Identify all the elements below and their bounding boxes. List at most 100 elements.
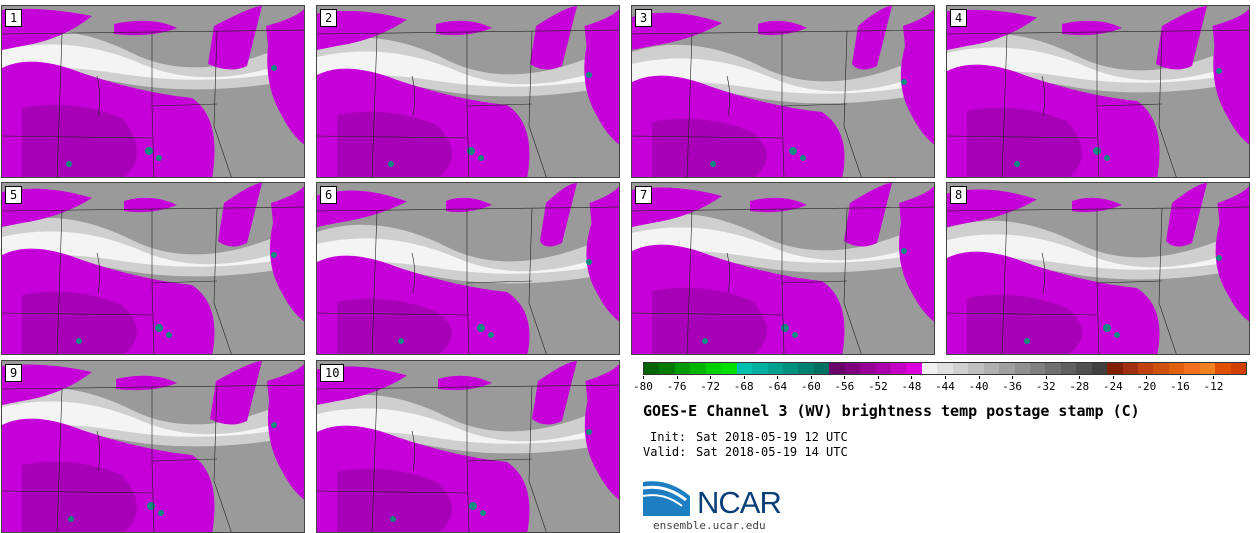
- colorbar-tick-label: -48: [901, 380, 922, 393]
- colorbar-bin: [782, 363, 799, 374]
- colorbar-bin: [999, 363, 1015, 374]
- colorbar-bin: [891, 363, 907, 374]
- colorbar-tick-mark: [1045, 376, 1047, 379]
- colorbar-tick-mark: [978, 376, 980, 379]
- colorbar-bin: [875, 363, 891, 374]
- colorbar-tick-mark: [1179, 376, 1181, 379]
- colorbar-tick-label: -36: [1002, 380, 1023, 393]
- colorbar-bin: [1199, 363, 1216, 374]
- colorbar-tick-label: -80: [633, 380, 653, 393]
- wv-brightness-temp-map: [632, 6, 934, 177]
- ensemble-member-panel: 3: [631, 5, 935, 178]
- ensemble-member-panel: 5: [1, 182, 305, 355]
- wv-brightness-temp-map: [317, 361, 619, 532]
- ensemble-member-panel: 1: [1, 5, 305, 178]
- colorbar-bin: [1076, 363, 1092, 374]
- init-label: Init:: [650, 430, 687, 444]
- colorbar-tick-label: -16: [1169, 380, 1190, 393]
- member-number-label: 9: [5, 364, 23, 382]
- colorbar-tick-label: -20: [1136, 380, 1157, 393]
- colorbar-bin: [1045, 363, 1061, 374]
- colorbar-bin: [1122, 363, 1138, 374]
- wv-brightness-temp-map: [947, 6, 1249, 177]
- colorbar-tick-label: -32: [1035, 380, 1056, 393]
- colorbar-bin: [1153, 363, 1169, 374]
- colorbar-tick-mark: [877, 376, 879, 379]
- colorbar-bin: [1107, 363, 1123, 374]
- member-number-label: 1: [5, 9, 23, 27]
- colorbar-bin: [721, 363, 737, 374]
- colorbar-tick-label: -52: [867, 380, 888, 393]
- colorbar-tick-mark: [777, 376, 779, 379]
- colorbar-bin: [906, 363, 922, 374]
- colorbar-bin: [860, 363, 876, 374]
- colorbar-bin: [798, 363, 814, 374]
- colorbar-tick-mark: [1079, 376, 1081, 379]
- colorbar-tick-mark: [1012, 376, 1014, 379]
- colorbar-tick-label: -76: [666, 380, 687, 393]
- valid-time: Sat 2018-05-19 14 UTC: [696, 445, 848, 459]
- colorbar-bin: [644, 363, 660, 374]
- colorbar-tick-label: -64: [767, 380, 788, 393]
- wv-brightness-temp-map: [317, 6, 619, 177]
- ncar-logo-icon: [642, 481, 690, 516]
- colorbar-tick-mark: [911, 376, 913, 379]
- colorbar-tick-mark: [743, 376, 745, 379]
- colorbar-bin: [736, 363, 753, 374]
- member-number-label: 3: [635, 9, 653, 27]
- logo-wordmark: NCAR: [697, 485, 782, 520]
- colorbar-bin: [937, 363, 953, 374]
- colorbar-tick-label: -56: [834, 380, 855, 393]
- ensemble-member-panel: 2: [316, 5, 620, 178]
- figure-title: GOES-E Channel 3 (WV) brightness temp po…: [643, 402, 1140, 420]
- colorbar-bin: [690, 363, 706, 374]
- colorbar: [643, 362, 1247, 375]
- member-number-label: 6: [320, 186, 338, 204]
- colorbar-tick-mark: [945, 376, 946, 379]
- colorbar-tick-mark: [643, 376, 644, 379]
- colorbar-tick-label: -12: [1203, 380, 1224, 393]
- valid-label: Valid:: [643, 445, 687, 459]
- wv-brightness-temp-map: [2, 183, 304, 354]
- ensemble-member-panel: 4: [946, 5, 1250, 178]
- colorbar-bin: [983, 363, 1000, 374]
- colorbar-bin: [1029, 363, 1046, 374]
- logo-url[interactable]: ensemble.ucar.edu: [653, 519, 766, 532]
- ensemble-member-panel: 6: [316, 182, 620, 355]
- colorbar-bin: [829, 363, 845, 374]
- colorbar-bin: [674, 363, 691, 374]
- member-number-label: 4: [950, 9, 968, 27]
- wv-brightness-temp-map: [2, 361, 304, 532]
- member-number-label: 10: [320, 364, 345, 382]
- colorbar-bin: [1138, 363, 1154, 374]
- colorbar-bin: [767, 363, 783, 374]
- member-number-label: 7: [635, 186, 653, 204]
- colorbar-bin: [844, 363, 861, 374]
- colorbar-bin: [952, 363, 969, 374]
- colorbar-bin: [1014, 363, 1030, 374]
- colorbar-bin: [968, 363, 984, 374]
- colorbar-ticks: -80 -76 -72 -68 -64 -60 -56 -52 -48 -44 -40 -36 -32-…: [633, 376, 1247, 396]
- ensemble-member-panel: 10: [316, 360, 620, 533]
- member-number-label: 5: [5, 186, 23, 204]
- colorbar-tick-mark: [844, 376, 846, 379]
- colorbar-tick-mark: [810, 376, 812, 379]
- colorbar-tick-label: -72: [700, 380, 721, 393]
- colorbar-tick-label: -40: [968, 380, 989, 393]
- colorbar-tick-mark: [710, 376, 712, 379]
- colorbar-tick-label: -28: [1069, 380, 1090, 393]
- wv-brightness-temp-map: [947, 183, 1249, 354]
- colorbar-bin: [813, 363, 830, 374]
- colorbar-bin: [1168, 363, 1185, 374]
- colorbar-tick-label: -60: [800, 380, 821, 393]
- colorbar-tick-label: -44: [935, 380, 955, 393]
- colorbar-tick-label: -24: [1102, 380, 1123, 393]
- colorbar-bin: [659, 363, 675, 374]
- colorbar-bin: [1060, 363, 1077, 374]
- colorbar-tick-label: -68: [733, 380, 754, 393]
- colorbar-tick-mark: [1213, 376, 1215, 379]
- colorbar-bin: [921, 363, 938, 374]
- colorbar-bin: [752, 363, 768, 374]
- colorbar-bin: [1215, 363, 1231, 374]
- colorbar-tick-mark: [1146, 376, 1148, 379]
